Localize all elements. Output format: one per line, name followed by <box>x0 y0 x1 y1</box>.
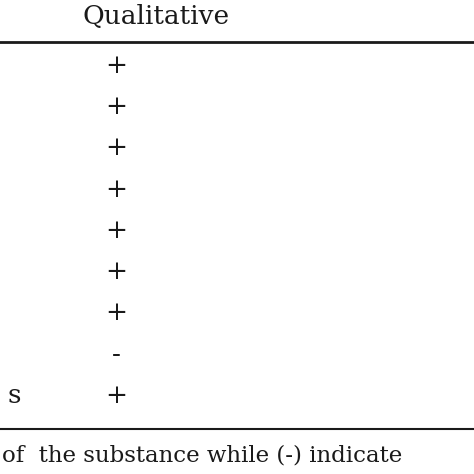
Text: +: + <box>105 177 127 201</box>
Text: s: s <box>7 383 20 408</box>
Text: +: + <box>105 301 127 325</box>
Text: +: + <box>105 94 127 119</box>
Text: +: + <box>105 259 127 284</box>
Text: +: + <box>105 53 127 78</box>
Text: Qualitative: Qualitative <box>83 4 230 29</box>
Text: -: - <box>112 342 120 366</box>
Text: +: + <box>105 218 127 243</box>
Text: of  the substance while (-) indicate: of the substance while (-) indicate <box>2 445 402 467</box>
Text: +: + <box>105 383 127 408</box>
Text: +: + <box>105 136 127 160</box>
